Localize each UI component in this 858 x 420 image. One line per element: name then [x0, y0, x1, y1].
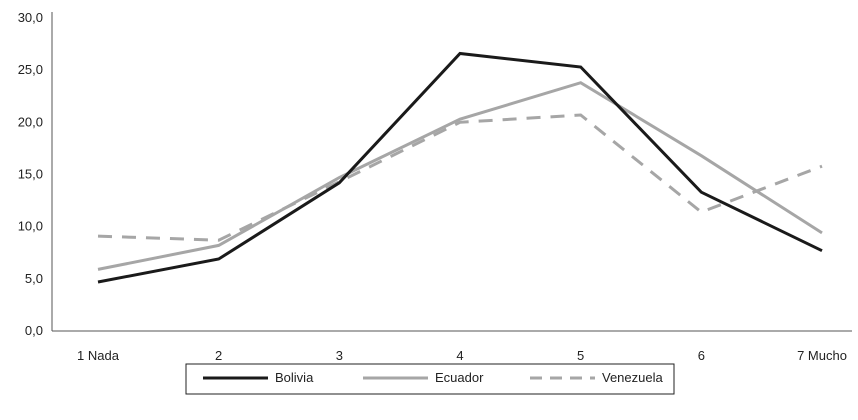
series-line-venezuela	[97, 113, 823, 242]
plot-area: 0,0 5,0 10,0 15,0 20,0 25,0 30,0 1 Nada 2 3 4 5 6 7 …	[18, 10, 852, 363]
y-tick-label: 20,0	[18, 114, 43, 129]
x-tick-label: 2	[215, 348, 222, 363]
y-tick-label: 5,0	[25, 271, 43, 286]
x-tick-label: 5	[577, 348, 584, 363]
x-tick-label: 1 Nada	[77, 348, 120, 363]
y-tick-label: 30,0	[18, 10, 43, 25]
y-tick-label: 25,0	[18, 62, 43, 77]
series-line-ecuador	[97, 81, 823, 271]
series-lines	[97, 51, 823, 284]
x-axis-ticks: 1 Nada 2 3 4 5 6 7 Mucho	[77, 348, 847, 363]
legend: Bolivia Ecuador Venezuela	[185, 363, 675, 395]
y-tick-label: 10,0	[18, 219, 43, 234]
x-tick-label: 4	[456, 348, 463, 363]
legend-label: Bolivia	[275, 370, 314, 385]
series-line-bolivia	[97, 51, 823, 284]
y-axis-ticks: 0,0 5,0 10,0 15,0 20,0 25,0 30,0	[18, 10, 43, 338]
legend-label: Venezuela	[602, 370, 663, 385]
y-tick-label: 0,0	[25, 323, 43, 338]
legend-label: Ecuador	[435, 370, 484, 385]
x-tick-label: 6	[698, 348, 705, 363]
y-tick-label: 15,0	[18, 167, 43, 182]
x-tick-label: 3	[336, 348, 343, 363]
x-tick-label: 7 Mucho	[797, 348, 847, 363]
